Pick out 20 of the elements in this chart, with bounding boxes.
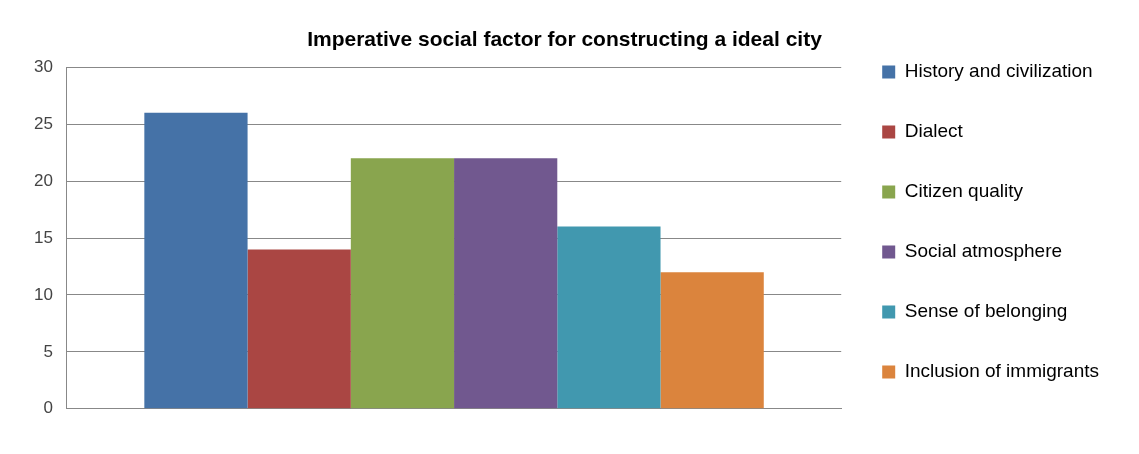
- chart-title: Imperative social factor for constructing a ideal city: [307, 27, 823, 51]
- y-tick-label: 10: [33, 284, 53, 304]
- legend-label: Citizen quality: [904, 180, 1024, 202]
- bar: [144, 112, 248, 409]
- legend-label: Social atmosphere: [904, 240, 1063, 262]
- legend-label: History and civilization: [904, 60, 1093, 82]
- y-tick-label: 25: [33, 113, 53, 133]
- bar: [557, 226, 661, 409]
- legend-label: Inclusion of immigrants: [904, 360, 1099, 382]
- legend-label: Sense of belonging: [904, 300, 1068, 322]
- y-tick-label: 20: [33, 170, 53, 190]
- bar: [350, 158, 455, 409]
- y-tick-label: 15: [33, 227, 53, 247]
- bar: [660, 272, 764, 409]
- bar: [247, 249, 351, 409]
- bar: [454, 158, 558, 409]
- legend-label: Dialect: [904, 120, 964, 142]
- y-tick-label: 30: [33, 56, 53, 76]
- y-tick-label: 5: [43, 341, 53, 361]
- y-tick-label: 0: [43, 398, 53, 418]
